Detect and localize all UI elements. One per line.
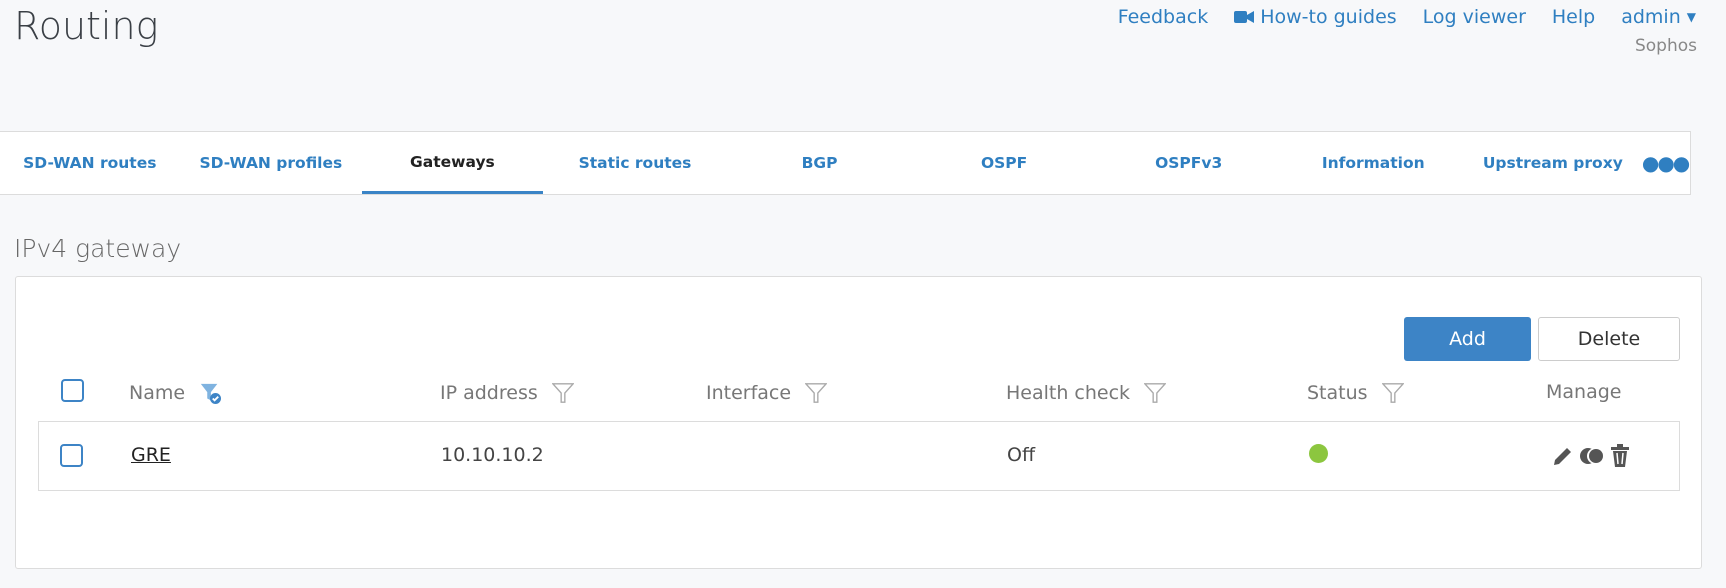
status-indicator	[1309, 444, 1328, 463]
top-links: Feedback How-to guides Log viewer Help a…	[1118, 6, 1696, 28]
tab-bgp[interactable]: BGP	[801, 154, 838, 172]
filter-icon[interactable]	[1381, 381, 1404, 405]
delete-button[interactable]: Delete	[1538, 317, 1680, 361]
header-manage: Manage	[1546, 381, 1622, 403]
tab-gateways[interactable]: Gateways	[362, 132, 543, 194]
gateway-ip: 10.10.10.2	[441, 444, 544, 466]
header-interface: Interface	[706, 381, 828, 405]
section-title: IPv4 gateway	[14, 234, 182, 263]
tab-ospfv3[interactable]: OSPFv3	[1155, 154, 1223, 172]
toggle-icon[interactable]	[1579, 445, 1605, 467]
header-health: Health check	[1006, 381, 1167, 405]
trash-icon[interactable]	[1609, 444, 1631, 468]
feedback-link[interactable]: Feedback	[1117, 6, 1209, 28]
manage-actions	[1551, 444, 1631, 468]
tab-ospf[interactable]: OSPF	[980, 154, 1028, 172]
header-interface-label: Interface	[706, 382, 792, 404]
user-menu[interactable]: admin ▼	[1621, 6, 1696, 28]
howto-link[interactable]: How-to guides	[1234, 6, 1397, 28]
header-name-label: Name	[129, 382, 186, 404]
add-button[interactable]: Add	[1404, 317, 1531, 361]
tab-bar: SD-WAN routes SD-WAN profiles Gateways S…	[0, 131, 1691, 195]
tab-sdwan-profiles[interactable]: SD-WAN profiles	[199, 154, 343, 172]
tab-upstream-proxy[interactable]: Upstream proxy	[1482, 154, 1623, 172]
organization-name: Sophos	[1634, 36, 1697, 56]
gateway-panel: Add Delete Name IP address Interface Hea…	[15, 276, 1702, 569]
gateway-name-link[interactable]: GRE	[131, 444, 171, 466]
edit-icon[interactable]	[1551, 444, 1575, 468]
header-health-label: Health check	[1006, 382, 1131, 404]
filter-active-icon[interactable]	[199, 381, 222, 405]
filter-icon[interactable]	[805, 381, 828, 405]
log-viewer-link[interactable]: Log viewer	[1422, 6, 1526, 28]
tab-static-routes[interactable]: Static routes	[578, 154, 692, 172]
help-link[interactable]: Help	[1551, 6, 1596, 28]
gateway-health: Off	[1007, 444, 1036, 466]
header-ip: IP address	[440, 381, 574, 405]
header-status-label: Status	[1307, 382, 1368, 404]
table-row: GRE 10.10.10.2 Off	[38, 421, 1680, 491]
page-title: Routing	[14, 4, 159, 48]
row-checkbox[interactable]	[60, 444, 83, 467]
header-name: Name	[129, 381, 222, 405]
tab-information[interactable]: Information	[1321, 154, 1425, 172]
howto-label: How-to guides	[1260, 6, 1397, 28]
filter-icon[interactable]	[1144, 381, 1167, 405]
video-camera-icon	[1234, 11, 1255, 23]
header-status: Status	[1307, 381, 1404, 405]
header-ip-label: IP address	[440, 382, 538, 404]
more-tabs-icon[interactable]: ●●●	[1641, 151, 1690, 175]
select-all-checkbox[interactable]	[61, 379, 84, 402]
user-name: admin	[1621, 6, 1681, 28]
caret-down-icon: ▼	[1686, 10, 1696, 24]
tab-sdwan-routes[interactable]: SD-WAN routes	[23, 154, 157, 172]
filter-icon[interactable]	[551, 381, 574, 405]
